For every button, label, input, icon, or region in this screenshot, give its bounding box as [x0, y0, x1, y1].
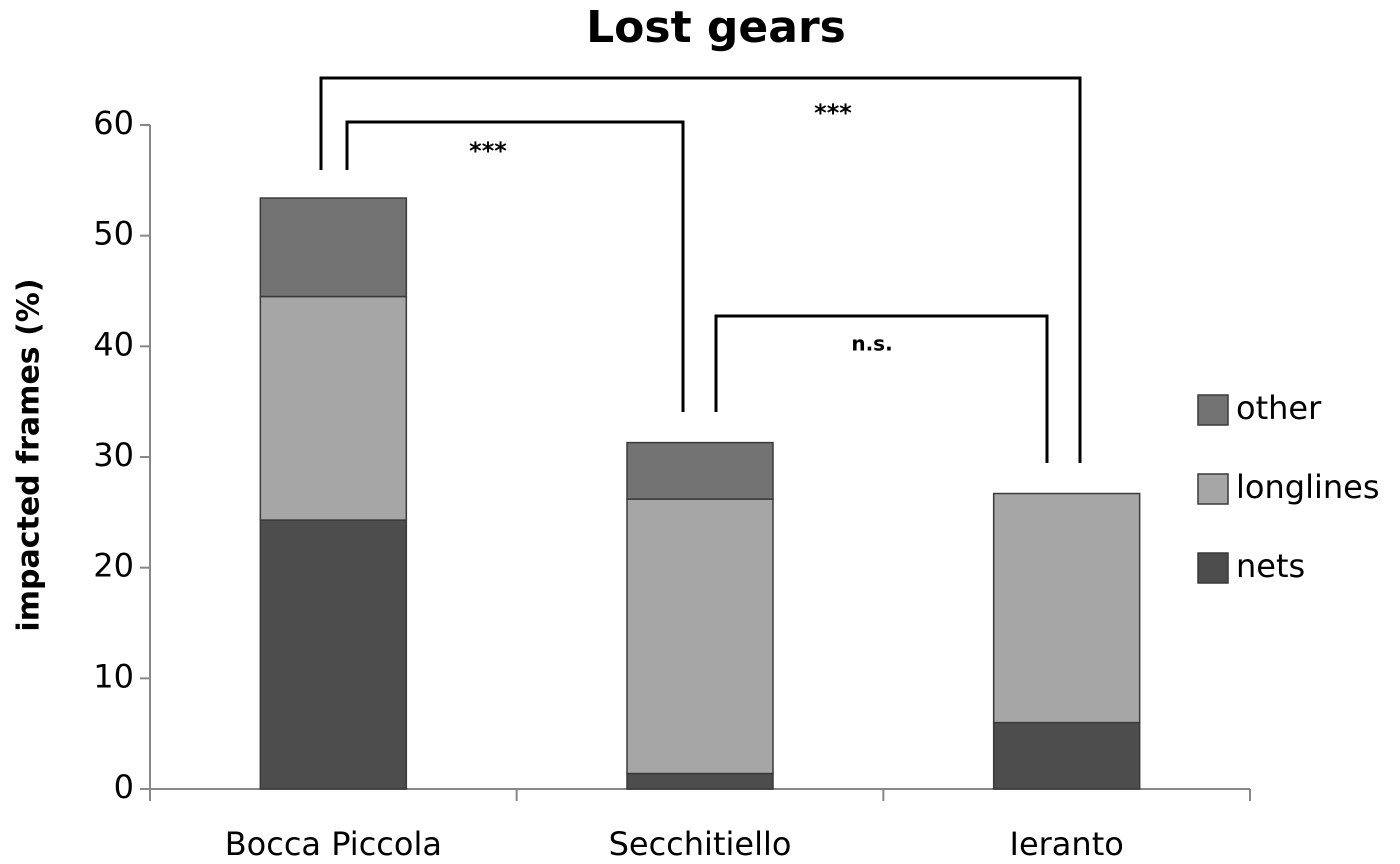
y-tick-label: 60	[93, 104, 134, 142]
bracket	[714, 314, 1049, 463]
annotation: ***	[469, 137, 507, 165]
legend-label: other	[1236, 389, 1322, 427]
y-tick-label: 40	[93, 325, 134, 363]
bar-segment	[992, 492, 1141, 724]
legend-swatch	[1197, 473, 1229, 505]
annotation: ***	[814, 99, 852, 127]
significance-brackets	[319, 76, 1082, 463]
legend-label: longlines	[1236, 468, 1379, 506]
bar-segment	[626, 772, 774, 790]
bar-segment	[259, 519, 408, 790]
legend-label: nets	[1236, 547, 1305, 585]
x-tick-label: Secchitiello	[609, 825, 792, 863]
chart-title: Lost gears	[586, 2, 846, 53]
bar-segment	[626, 441, 774, 500]
y-tick-label: 30	[93, 436, 134, 474]
y-tick-label: 10	[93, 657, 134, 695]
bar-segment	[626, 498, 774, 775]
bracket	[319, 76, 1082, 463]
bar-segment	[259, 197, 408, 298]
x-tick-label: Ieranto	[1010, 825, 1124, 863]
x-tick-label: Bocca Piccola	[225, 825, 442, 863]
y-tick-label: 20	[93, 547, 134, 585]
annotation: n.s.	[851, 332, 892, 356]
bar-segment	[992, 721, 1141, 790]
legend-swatch	[1197, 552, 1229, 584]
legend-swatch	[1197, 394, 1229, 426]
y-tick-label: 0	[114, 768, 134, 806]
bracket	[345, 120, 685, 412]
y-axis-label: impacted frames (%)	[12, 278, 47, 631]
y-tick-label: 50	[93, 215, 134, 253]
bar-segment	[259, 295, 408, 521]
